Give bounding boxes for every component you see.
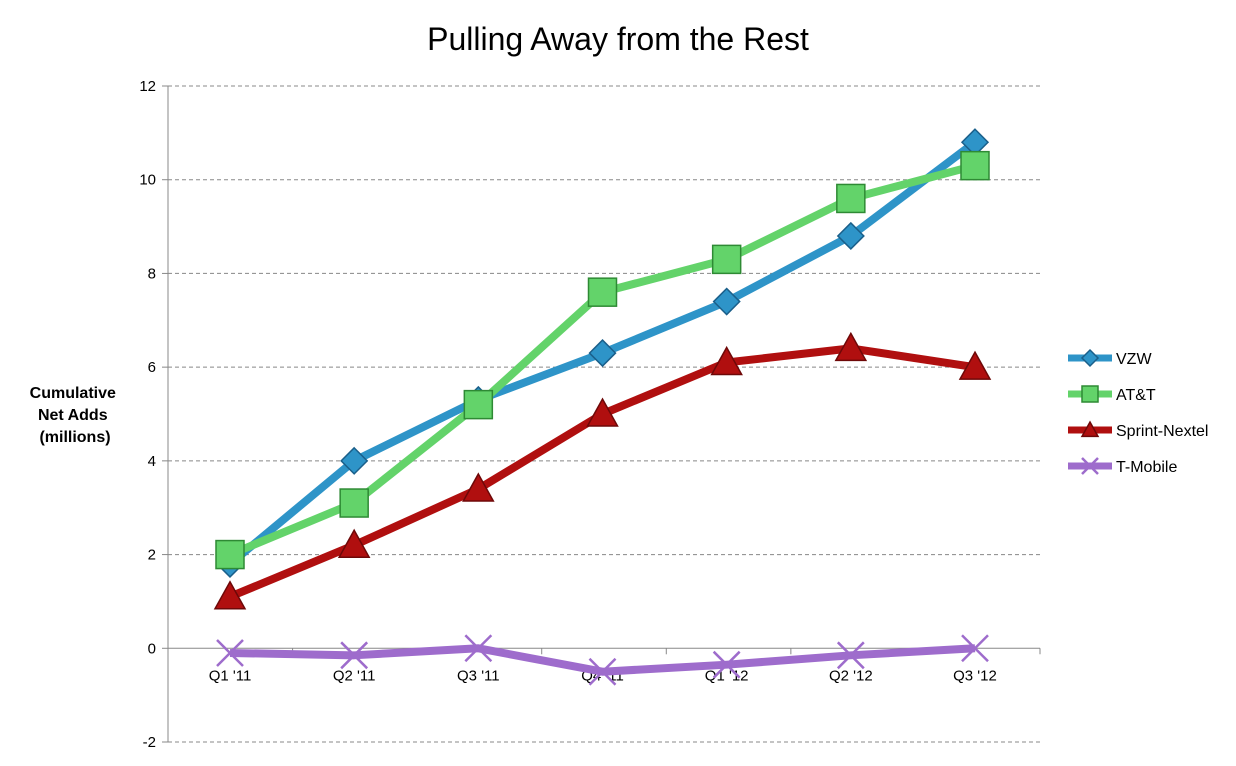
legend-marker — [1080, 420, 1100, 438]
data-point-at-t — [463, 389, 494, 420]
data-point-at-t — [960, 150, 990, 181]
data-point-sprint-nextel — [834, 331, 868, 362]
data-point-at-t — [836, 183, 866, 214]
gridlines — [168, 85, 1040, 743]
x-tick-label: Q3 '11 — [457, 667, 500, 684]
data-point-t-mobile — [340, 641, 369, 670]
data-point-at-t — [215, 539, 245, 570]
y-tick-labels: -2 0 2 4 6 8 10 12 — [139, 78, 156, 751]
x-tick-label: Q1 '12 — [705, 667, 749, 684]
data-point-t-mobile — [961, 634, 989, 663]
data-point-at-t — [339, 488, 369, 518]
legend-marker — [1080, 348, 1100, 368]
data-point-at-t — [711, 244, 742, 275]
data-point-vzw — [340, 446, 369, 475]
legend-marker — [1081, 457, 1099, 475]
legend-label: T-Mobile — [1116, 459, 1177, 476]
data-point-sprint-nextel — [710, 345, 743, 376]
y-tick-label: 0 — [148, 640, 156, 657]
plot-area — [213, 128, 992, 686]
data-point-t-mobile — [216, 639, 244, 667]
data-point-t-mobile — [712, 650, 741, 679]
x-tick-label: Q2 '11 — [333, 667, 376, 684]
data-point-t-mobile — [836, 641, 865, 670]
y-tick-label: 2 — [148, 547, 156, 564]
legend-label: VZW — [1116, 351, 1152, 368]
legend-item-at-t: AT&T — [1068, 385, 1156, 404]
data-point-sprint-nextel — [586, 397, 619, 427]
y-axis-label: Cumulative Net Adds (millions) — [30, 385, 121, 446]
data-point-sprint-nextel — [462, 472, 495, 502]
legend-label: Sprint-Nextel — [1116, 423, 1208, 440]
data-point-t-mobile — [588, 657, 617, 686]
data-point-t-mobile — [464, 634, 493, 663]
series-at-t — [215, 150, 990, 570]
x-tick-label: Q1 '11 — [209, 667, 252, 684]
legend-label: AT&T — [1116, 387, 1156, 404]
legend-item-t-mobile: T-Mobile — [1068, 457, 1177, 476]
y-axis-label-line-3: (millions) — [39, 429, 110, 446]
chart-title: Pulling Away from the Rest — [427, 21, 809, 57]
y-tick-label: 4 — [148, 453, 156, 470]
series-t-mobile — [216, 634, 989, 686]
legend: VZW AT&T Sprint-Nextel T-Mobile — [1068, 348, 1208, 476]
data-point-vzw — [836, 221, 865, 251]
legend-marker — [1081, 385, 1099, 403]
data-point-vzw — [588, 339, 617, 368]
data-point-sprint-nextel — [337, 528, 371, 558]
y-tick-label: 6 — [148, 359, 156, 376]
data-point-sprint-nextel — [958, 350, 992, 380]
data-point-vzw — [712, 287, 741, 316]
legend-item-vzw: VZW — [1068, 348, 1152, 368]
data-point-at-t — [587, 277, 618, 307]
y-axis-label-line-2: Net Adds — [38, 407, 108, 424]
y-tick-label: 8 — [148, 265, 156, 282]
y-tick-label: 10 — [139, 172, 156, 189]
y-tick-label: -2 — [143, 734, 156, 751]
series-sprint-nextel — [213, 331, 992, 610]
y-tick-label: 12 — [139, 78, 156, 95]
y-axis-label-line-1: Cumulative — [30, 385, 116, 402]
x-tick-label: Q3 '12 — [953, 667, 997, 684]
legend-item-sprint-nextel: Sprint-Nextel — [1068, 420, 1208, 440]
data-point-sprint-nextel — [213, 580, 247, 610]
x-tick-label: Q2 '12 — [829, 667, 873, 684]
